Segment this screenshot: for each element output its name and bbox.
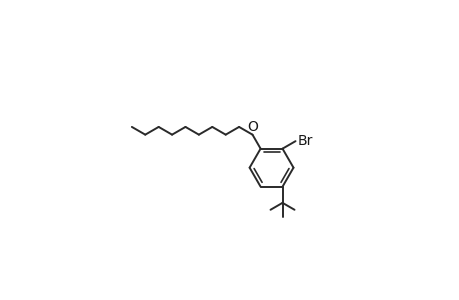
Text: Br: Br bbox=[297, 134, 312, 148]
Text: O: O bbox=[246, 120, 257, 134]
